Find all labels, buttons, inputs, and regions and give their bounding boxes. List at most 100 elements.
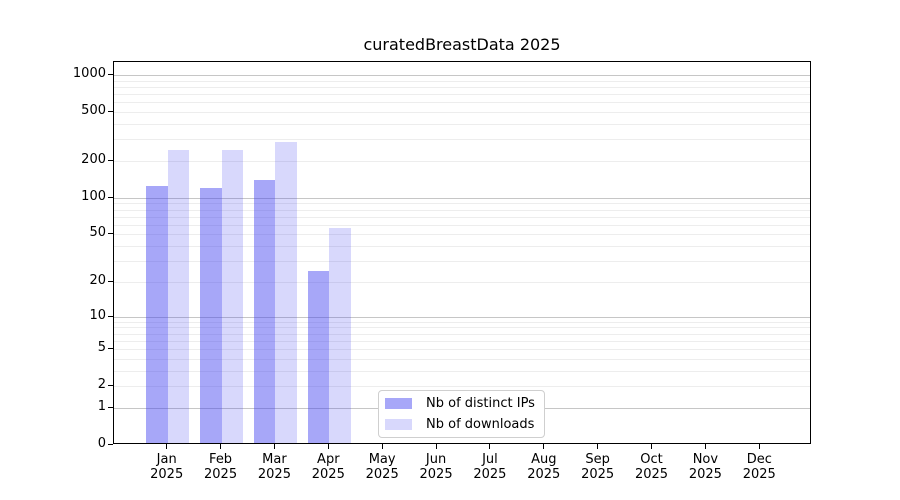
y-axis-tick-label: 1000 bbox=[72, 66, 106, 82]
month-name: Aug bbox=[531, 452, 557, 467]
x-axis-month-label: Sep 2025 bbox=[568, 452, 628, 482]
bar-downloads bbox=[221, 149, 244, 443]
x-axis-month-label: Aug 2025 bbox=[514, 452, 574, 482]
y-axis-tick-label: 200 bbox=[81, 152, 106, 168]
y-axis-tick bbox=[108, 280, 113, 282]
x-axis-tick bbox=[273, 444, 275, 449]
gridline-minor bbox=[114, 358, 810, 360]
x-axis-month-label: Oct 2025 bbox=[622, 452, 682, 482]
month-name: Jun bbox=[425, 452, 447, 467]
gridline-major bbox=[114, 316, 810, 318]
month-name: Nov bbox=[692, 452, 719, 467]
month-name: Jan bbox=[156, 452, 177, 467]
gridline-minor bbox=[114, 340, 810, 342]
legend-label-downloads: Nb of downloads bbox=[426, 417, 535, 432]
x-axis-tick bbox=[327, 444, 329, 449]
gridline-minor bbox=[114, 333, 810, 335]
gridline-minor bbox=[114, 370, 810, 372]
gridline-minor bbox=[114, 216, 810, 218]
y-axis-tick bbox=[108, 444, 113, 445]
x-axis-tick bbox=[489, 444, 491, 449]
bar-downloads bbox=[167, 149, 190, 443]
month-year: 2025 bbox=[527, 467, 561, 482]
y-axis-tick-label: 10 bbox=[89, 307, 106, 323]
gridline-minor bbox=[114, 124, 810, 126]
plot-area bbox=[113, 61, 811, 444]
x-axis-tick bbox=[758, 444, 760, 449]
gridline-minor bbox=[114, 224, 810, 226]
x-axis-tick bbox=[597, 444, 599, 449]
gridline-minor bbox=[114, 139, 810, 141]
y-axis-tick-label: 1 bbox=[97, 398, 106, 414]
y-axis-tick-label: 0 bbox=[97, 436, 106, 451]
month-name: Feb bbox=[209, 452, 233, 467]
x-axis-tick bbox=[651, 444, 653, 449]
bar-downloads bbox=[275, 142, 298, 443]
month-year: 2025 bbox=[581, 467, 615, 482]
gridline-minor bbox=[114, 161, 810, 163]
gridline-major bbox=[114, 197, 810, 199]
y-axis-tick-label: 2 bbox=[97, 377, 106, 393]
month-year: 2025 bbox=[742, 467, 776, 482]
gridline-minor bbox=[114, 86, 810, 88]
bar-distinct-ips bbox=[253, 179, 276, 443]
x-axis-month-label: Nov 2025 bbox=[675, 452, 735, 482]
month-year: 2025 bbox=[473, 467, 507, 482]
gridline-minor bbox=[114, 261, 810, 263]
y-axis-tick-label: 100 bbox=[81, 188, 106, 204]
gridline-major bbox=[114, 75, 810, 77]
y-axis-tick bbox=[108, 74, 113, 76]
gridline-minor bbox=[114, 281, 810, 283]
x-axis-month-label: Dec 2025 bbox=[729, 452, 789, 482]
x-axis-tick bbox=[543, 444, 545, 449]
month-year: 2025 bbox=[634, 467, 669, 482]
x-axis-month-label: Apr 2025 bbox=[298, 452, 358, 482]
gridline-minor bbox=[114, 203, 810, 205]
y-axis-tick-label: 20 bbox=[89, 272, 106, 288]
gridline-minor bbox=[114, 94, 810, 96]
x-axis-month-label: Feb 2025 bbox=[191, 452, 251, 482]
y-axis-tick bbox=[108, 196, 113, 198]
x-axis-month-label: Jul 2025 bbox=[460, 452, 520, 482]
legend-item-distinct-ips: Nb of distinct IPs bbox=[385, 395, 544, 412]
legend: Nb of distinct IPs Nb of downloads bbox=[378, 390, 545, 438]
month-year: 2025 bbox=[419, 467, 453, 482]
month-name: Oct bbox=[640, 452, 663, 467]
x-axis-month-label: Mar 2025 bbox=[244, 452, 304, 482]
legend-item-downloads: Nb of downloads bbox=[385, 416, 544, 433]
bar-distinct-ips bbox=[307, 270, 330, 443]
x-axis-tick bbox=[220, 444, 222, 449]
month-year: 2025 bbox=[311, 467, 345, 482]
gridline-minor bbox=[114, 209, 810, 211]
month-name: May bbox=[368, 452, 396, 467]
x-axis-tick bbox=[435, 444, 437, 449]
month-year: 2025 bbox=[365, 467, 399, 482]
y-axis-tick bbox=[108, 111, 113, 113]
month-year: 2025 bbox=[688, 467, 722, 482]
x-axis-tick bbox=[704, 444, 706, 449]
chart-title: curatedBreastData 2025 bbox=[363, 35, 561, 54]
month-name: Sep bbox=[585, 452, 610, 467]
y-axis-tick bbox=[108, 385, 113, 387]
y-axis-tick bbox=[108, 160, 113, 162]
bar-distinct-ips bbox=[199, 187, 222, 443]
x-axis-month-label: Jan 2025 bbox=[137, 452, 197, 482]
month-year: 2025 bbox=[150, 467, 184, 482]
month-year: 2025 bbox=[257, 467, 291, 482]
y-axis-tick bbox=[108, 406, 113, 408]
month-name: Apr bbox=[317, 452, 340, 467]
legend-swatch-distinct-ips bbox=[385, 398, 412, 409]
x-axis-month-label: Jun 2025 bbox=[406, 452, 466, 482]
bar-downloads bbox=[329, 228, 351, 443]
x-axis-tick bbox=[381, 444, 383, 449]
legend-label-distinct-ips: Nb of distinct IPs bbox=[426, 396, 535, 411]
gridline-minor bbox=[114, 80, 810, 82]
y-axis-tick-label: 500 bbox=[81, 103, 106, 119]
legend-swatch-downloads bbox=[385, 419, 412, 430]
month-name: Jul bbox=[482, 452, 498, 467]
y-axis-tick bbox=[108, 233, 113, 235]
gridline-minor bbox=[114, 246, 810, 248]
month-name: Dec bbox=[746, 452, 772, 467]
month-name: Mar bbox=[262, 452, 287, 467]
